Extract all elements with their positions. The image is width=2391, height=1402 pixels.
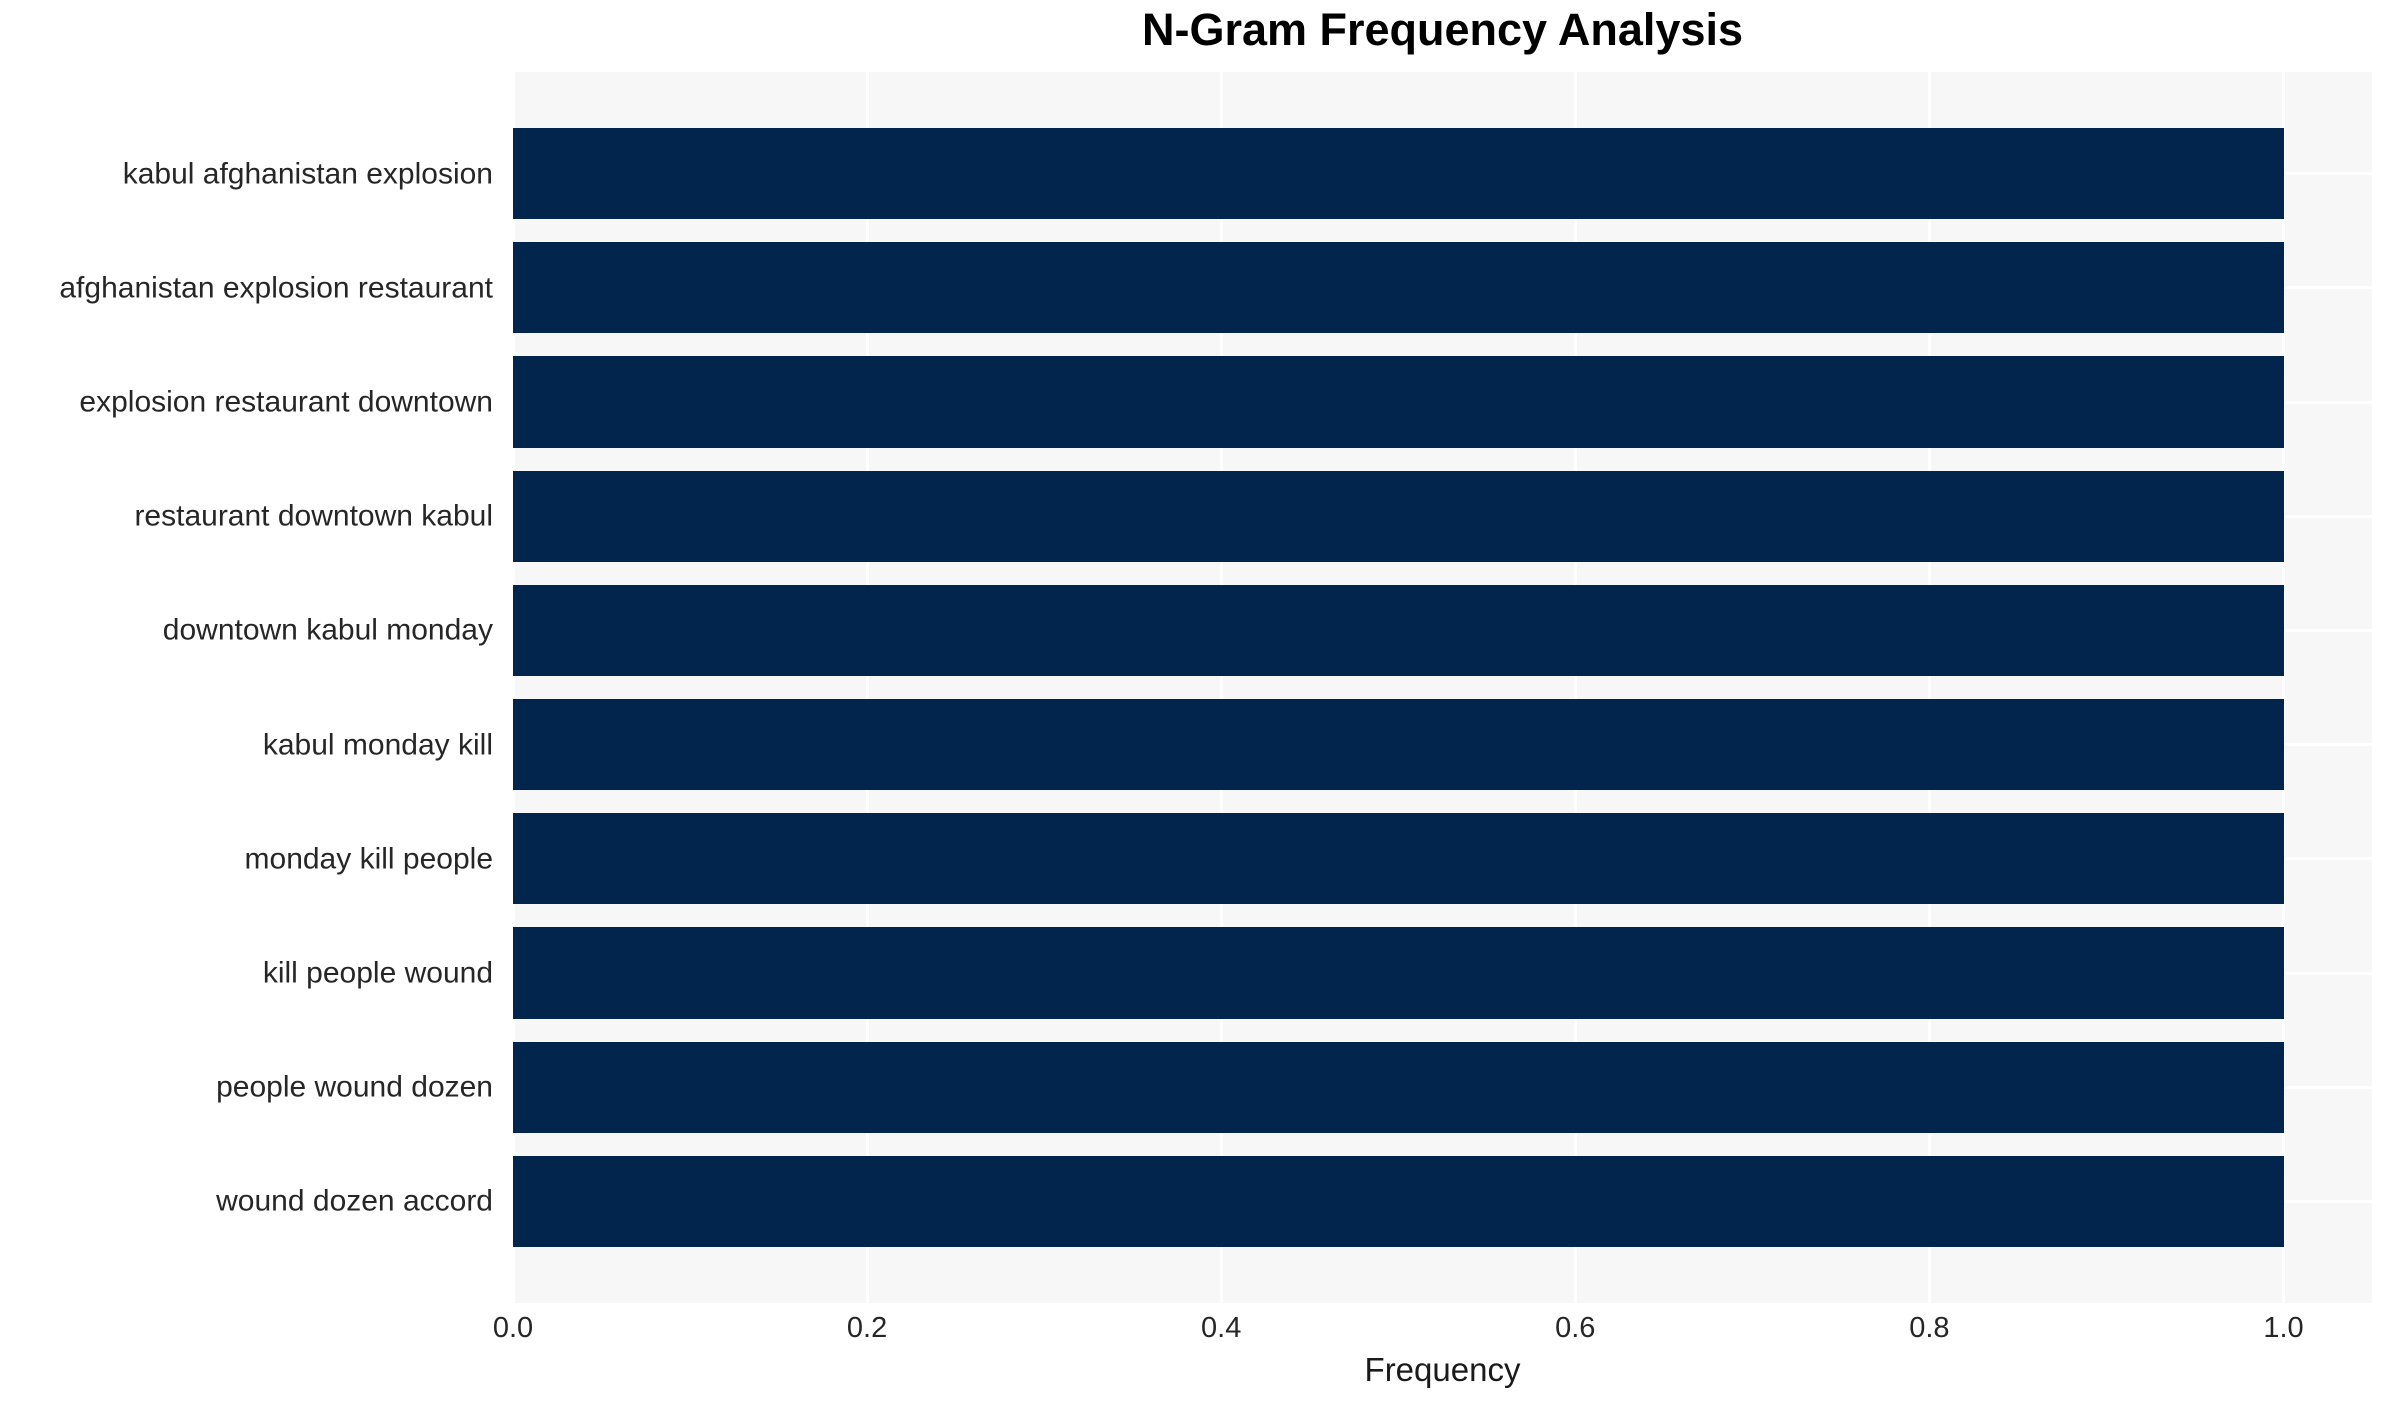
y-tick-label: kabul afghanistan explosion — [122, 157, 493, 191]
bar-kabul-monday-kill — [513, 698, 2284, 791]
y-tick-label: monday kill people — [244, 842, 493, 876]
x-gridline — [865, 72, 869, 1303]
bar-explosion-restaurant-downtown — [513, 356, 2284, 448]
x-tick-label: 0.8 — [1909, 1312, 1950, 1344]
bar-people-wound-dozen — [513, 1041, 2284, 1133]
x-tick-label: 1.0 — [2263, 1312, 2304, 1344]
y-tick-label: wound dozen accord — [216, 1184, 493, 1218]
x-axis-label: Frequency — [1364, 1351, 1521, 1388]
bar-kabul-afghanistan-explosion — [513, 128, 2284, 220]
x-tick-label: 0.2 — [846, 1312, 888, 1344]
y-tick-label: explosion restaurant downtown — [79, 385, 493, 419]
x-gridline — [1573, 72, 1577, 1303]
x-gridline — [1927, 72, 1931, 1303]
x-gridline — [1219, 72, 1223, 1303]
bar-wound-dozen-accord — [513, 1155, 2284, 1248]
y-tick-label: downtown kabul monday — [162, 613, 493, 647]
x-tick-label: 0.6 — [1555, 1312, 1596, 1344]
x-gridline — [2282, 72, 2285, 1303]
bar-afghanistan-explosion-restaurant — [513, 242, 2284, 334]
bar-kill-people-wound — [513, 927, 2284, 1019]
y-tick-label: kill people wound — [262, 956, 493, 990]
bar-monday-kill-people — [513, 813, 2284, 905]
y-tick-label: afghanistan explosion restaurant — [59, 271, 493, 305]
plot-area — [513, 72, 2372, 1303]
x-tick-label: 0.0 — [492, 1312, 534, 1344]
y-tick-label: people wound dozen — [216, 1070, 493, 1104]
bar-restaurant-downtown-kabul — [513, 470, 2284, 562]
bar-downtown-kabul-monday — [513, 584, 2284, 677]
y-tick-label: kabul monday kill — [262, 728, 493, 762]
x-axis-tick-labels: 0.0 0.2 0.4 0.6 0.8 1.0 — [493, 1312, 2372, 1350]
y-tick-label: restaurant downtown kabul — [134, 499, 493, 533]
chart-title: N-Gram Frequency Analysis — [1141, 4, 1744, 55]
y-axis-category-labels: kabul afghanistan explosion afghanistan e… — [0, 72, 503, 1303]
x-tick-label: 0.4 — [1201, 1312, 1242, 1344]
x-gridline — [513, 72, 515, 1303]
